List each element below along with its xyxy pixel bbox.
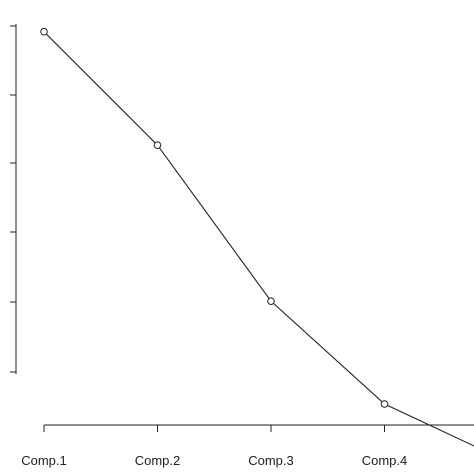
data-point-comp-4 [380,400,389,408]
y-tick-label: 2.5 [0,154,2,171]
data-point-comp-2 [153,141,162,149]
data-points [40,27,389,408]
y-tick-label: 2.3 [0,223,2,240]
y-tick-label: 1.9 [0,363,2,380]
series-path [43,31,474,447]
axes: 2.9 2.7 2.5 2.3 2.1 1.9 Comp.1 Comp.2 Comp.3 Comp… [0,17,474,468]
data-point-comp-1 [40,27,48,36]
x-tick-label: Comp.4 [362,453,408,468]
data-point-comp-3 [267,297,275,305]
x-tick-label: Comp.1 [21,453,67,468]
y-tick-label: 2.1 [0,293,2,310]
y-tick-label: 2.7 [0,86,2,103]
series-line [43,31,474,447]
x-tick-label: Comp.3 [248,453,294,468]
x-tick-label: Comp.2 [135,453,181,468]
y-tick-label: 2.9 [0,17,2,34]
